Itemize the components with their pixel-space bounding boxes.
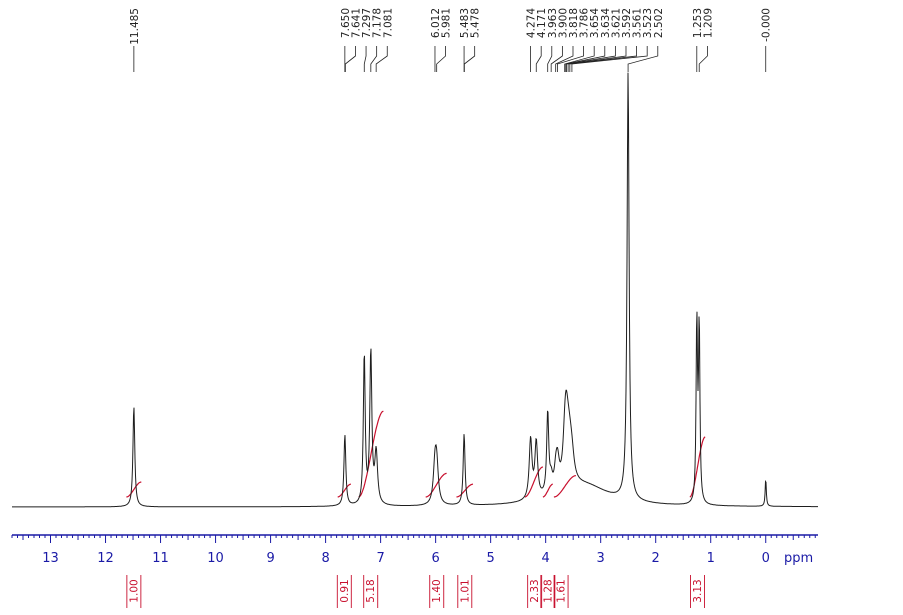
peak-label: 7.178 xyxy=(372,8,384,38)
peak-label-connector xyxy=(698,46,708,72)
integral-value-label: 1.00 xyxy=(128,579,140,602)
axis-tick-label: 4 xyxy=(542,551,550,566)
integral-curve xyxy=(425,472,447,498)
integral-value-label: 0.91 xyxy=(339,579,351,602)
peak-label-connector xyxy=(566,46,616,72)
axis-tick-label: 10 xyxy=(207,551,224,566)
axis-tick-label: 0 xyxy=(762,551,770,566)
integral-value-label: 1.40 xyxy=(431,579,443,602)
integral-bracket xyxy=(363,575,379,608)
peak-label: 6.012 xyxy=(430,8,442,38)
peak-label-connector xyxy=(565,46,606,72)
peak-label: 5.483 xyxy=(459,8,471,38)
integral-curve-layer xyxy=(126,410,706,498)
integral-bracket xyxy=(336,575,352,608)
integral-value-label: 1.61 xyxy=(556,579,568,602)
peak-label-connector xyxy=(463,46,476,72)
peak-label-connector xyxy=(564,46,595,72)
integral-value-label: 3.13 xyxy=(692,579,704,602)
axis-tick-label: 11 xyxy=(152,551,169,566)
integral-curve xyxy=(542,483,553,498)
peak-label: 2.502 xyxy=(653,8,665,38)
peak-label: -0.000 xyxy=(761,8,773,42)
axis-tick-label: 13 xyxy=(42,551,59,566)
integral-curve xyxy=(553,475,576,498)
peak-label: 7.297 xyxy=(361,8,373,38)
axis-tick-label: 9 xyxy=(266,551,274,566)
peak-label-connector xyxy=(627,46,659,72)
integral-bracket xyxy=(429,575,445,608)
peak-label: 3.786 xyxy=(579,8,591,38)
integral-curve xyxy=(456,483,474,498)
integral-curve xyxy=(337,483,352,498)
peak-label: 3.900 xyxy=(557,8,569,38)
axis-tick-label: 12 xyxy=(97,551,114,566)
peak-label: 3.523 xyxy=(642,8,654,38)
integral-bracket xyxy=(690,575,705,608)
peak-label-connector xyxy=(535,46,542,72)
peak-label: 1.209 xyxy=(702,8,714,38)
axis-tick-label: 2 xyxy=(652,551,660,566)
integral-curve xyxy=(524,466,543,498)
peak-label-connector xyxy=(363,46,367,72)
peak-label-connector xyxy=(557,46,584,72)
peak-label-connector xyxy=(569,46,637,72)
integral-curve xyxy=(358,410,384,498)
peak-label: 3.621 xyxy=(610,8,622,38)
peak-label: 11.485 xyxy=(129,8,141,45)
axis-unit-label: ppm xyxy=(784,551,813,566)
axis-tick-label: 6 xyxy=(431,551,439,566)
integral-bracket xyxy=(457,575,473,608)
peak-label-connector xyxy=(555,46,574,72)
peak-label: 4.171 xyxy=(536,8,548,38)
integral-value-label: 1.28 xyxy=(542,579,554,602)
peak-label: 3.654 xyxy=(589,8,601,38)
integral-bracket xyxy=(527,575,543,608)
axis-tick-label: 3 xyxy=(597,551,605,566)
integral-label-layer: 1.00 0.91 5.18 1.40 1.01 2.33 1.28 1.61 3.13 xyxy=(126,575,705,608)
peak-label: 4.274 xyxy=(526,8,538,38)
integral-bracket xyxy=(540,575,556,608)
spectrum-trace xyxy=(12,72,818,508)
integral-bracket xyxy=(553,575,569,608)
peak-label: 5.981 xyxy=(441,8,453,38)
integral-curve xyxy=(126,481,142,498)
peak-label: 1.253 xyxy=(692,8,704,38)
axis-tick-label: 5 xyxy=(487,551,495,566)
peak-label: 5.478 xyxy=(470,8,482,38)
integral-bracket xyxy=(126,575,142,608)
peak-label: 3.561 xyxy=(632,8,644,38)
integral-value-label: 2.33 xyxy=(529,579,541,602)
integral-value-label: 1.01 xyxy=(459,579,471,602)
peak-label: 7.641 xyxy=(350,8,362,38)
peak-label-connector xyxy=(571,46,648,72)
peak-label-connector xyxy=(370,46,378,72)
peak-label-connector xyxy=(567,46,627,72)
integral-value-label: 5.18 xyxy=(365,579,377,602)
ppm-axis: 13 12 11 10 9 8 7 6 5 4 3 2 1 0 xyxy=(11,534,818,566)
peak-label: 7.650 xyxy=(340,8,352,38)
integral-curve xyxy=(689,436,706,498)
peak-label-connector xyxy=(375,46,388,72)
axis-tick-label: 7 xyxy=(376,551,384,566)
peak-label: 7.081 xyxy=(382,8,394,38)
peak-label: 3.818 xyxy=(568,8,580,38)
axis-tick-label: 1 xyxy=(707,551,715,566)
peak-label-connector xyxy=(547,46,553,72)
peak-label-connector xyxy=(344,46,356,72)
axis-tick-label: 8 xyxy=(321,551,329,566)
peak-label-connector xyxy=(550,46,563,72)
peak-label-connector xyxy=(436,46,446,72)
peak-label: 3.634 xyxy=(600,8,612,38)
peak-label: 3.592 xyxy=(621,8,633,38)
peak-label: 3.963 xyxy=(547,8,559,38)
